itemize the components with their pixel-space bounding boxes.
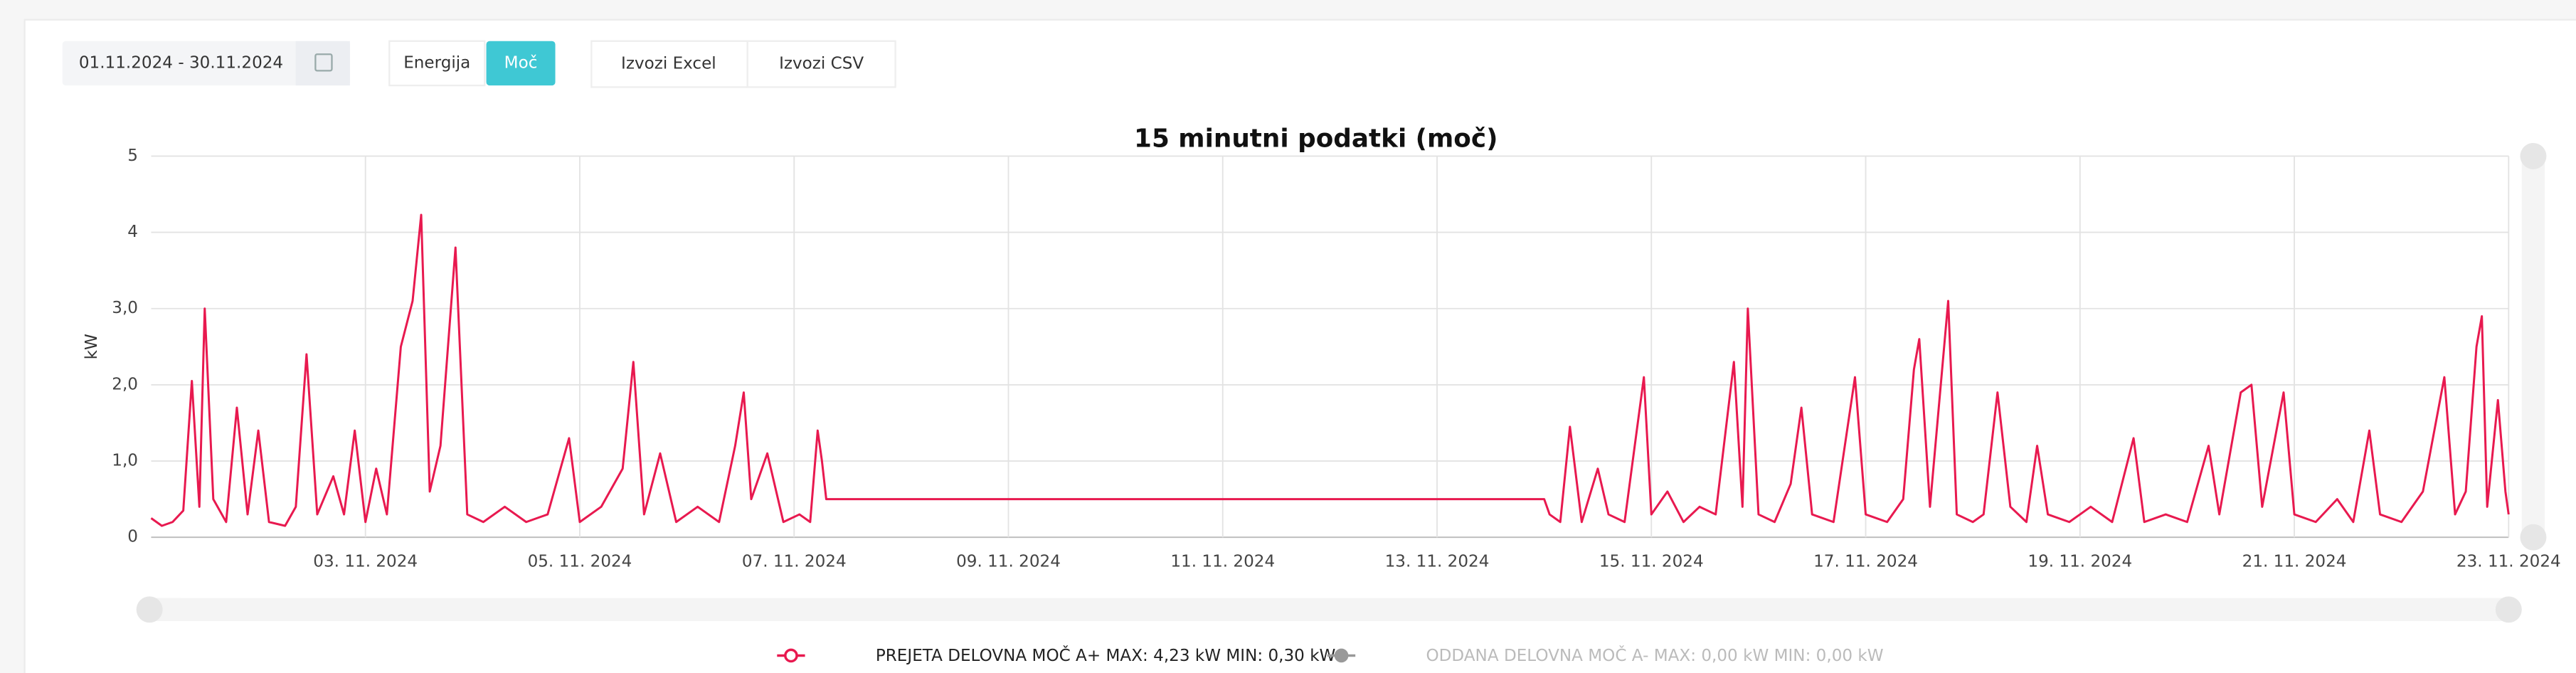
plot: 0 1,0 2,0 3,0 4 5 03. 11. 2024 05. 11. 2024 07. … bbox=[112, 147, 2560, 571]
x-tick-label: 13. 11. 2024 bbox=[1385, 552, 1490, 571]
y-axis-label: kW bbox=[83, 334, 101, 359]
x-tick-label: 19. 11. 2024 bbox=[2028, 552, 2132, 571]
x-tick-label: 09. 11. 2024 bbox=[956, 552, 1061, 571]
legend: PREJETA DELOVNA MOČ A+ MAX: 4,23 kW MIN:… bbox=[777, 645, 1884, 665]
card bbox=[23, 18, 2576, 673]
y-tick-label: 3,0 bbox=[112, 299, 138, 317]
calendar-icon bbox=[314, 53, 333, 72]
y-tick-label: 2,0 bbox=[112, 375, 138, 393]
y-tick-label: 4 bbox=[127, 223, 138, 241]
horizontal-scrollbar[interactable] bbox=[139, 598, 2522, 621]
x-tick-label: 05. 11. 2024 bbox=[528, 552, 632, 571]
excel-label: Izvozi Excel bbox=[621, 55, 716, 73]
legend-marker bbox=[1334, 648, 1349, 663]
x-tick-label: 17. 11. 2024 bbox=[1813, 552, 1918, 571]
x-tick-label: 03. 11. 2024 bbox=[313, 552, 418, 571]
x-tick-label: 11. 11. 2024 bbox=[1170, 552, 1275, 571]
date-input[interactable] bbox=[62, 41, 350, 86]
legend-item[interactable]: PREJETA DELOVNA MOČ A+ MAX: 4,23 kW MIN:… bbox=[777, 645, 1336, 665]
scroll-handle[interactable] bbox=[136, 596, 163, 623]
energy-button[interactable] bbox=[388, 40, 486, 87]
legend-label: ODDANA DELOVNA MOČ A- MAX: 0,00 kW MIN: … bbox=[1426, 645, 1883, 665]
power-label: Moč bbox=[504, 53, 538, 72]
energy-label: Energija bbox=[403, 53, 470, 72]
date-range: 01.11.2024 - 30.11.2024 bbox=[79, 53, 283, 72]
legend-item[interactable]: ODDANA DELOVNA MOČ A- MAX: 0,00 kW MIN: … bbox=[1327, 645, 1884, 665]
chart-title: 15 minutni podatki (moč) bbox=[1134, 124, 1498, 153]
y-tick-label: 1,0 bbox=[112, 452, 138, 470]
legend-label: PREJETA DELOVNA MOČ A+ MAX: 4,23 kW MIN:… bbox=[876, 645, 1336, 665]
csv-button[interactable] bbox=[746, 40, 896, 88]
x-tick-label: 07. 11. 2024 bbox=[742, 552, 847, 571]
x-tick-label: 15. 11. 2024 bbox=[1599, 552, 1704, 571]
power-button[interactable] bbox=[486, 41, 556, 86]
scroll-handle[interactable] bbox=[2495, 596, 2522, 623]
legend-marker bbox=[784, 648, 798, 663]
y-tick-label: 5 bbox=[127, 147, 138, 165]
y-tick-label: 0 bbox=[127, 528, 138, 546]
scroll-handle[interactable] bbox=[2520, 524, 2547, 551]
x-tick-label: 23. 11. 2024 bbox=[2456, 552, 2561, 571]
csv-label: Izvozi CSV bbox=[779, 55, 864, 73]
x-tick-label: 21. 11. 2024 bbox=[2242, 552, 2347, 571]
scroll-handle[interactable] bbox=[2520, 142, 2547, 169]
vertical-scrollbar[interactable] bbox=[2521, 151, 2545, 546]
calendar-button[interactable] bbox=[295, 41, 350, 86]
data-line bbox=[150, 213, 2510, 527]
